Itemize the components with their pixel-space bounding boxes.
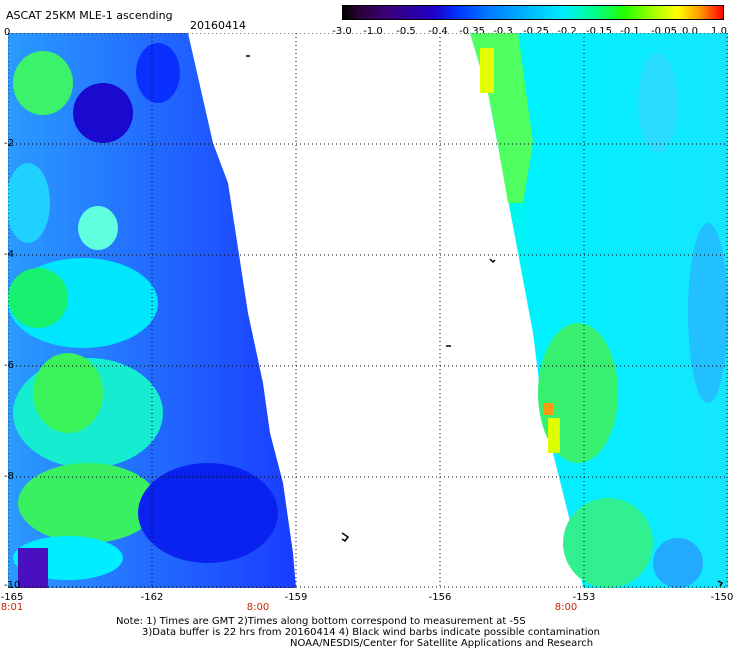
lat-label: -10 — [4, 580, 21, 591]
colorbar-tick: -0.05 — [651, 26, 677, 37]
lon-label: -162 — [140, 592, 164, 603]
colorbar-tick: -3.0 — [332, 26, 352, 37]
data-patch — [18, 548, 48, 588]
lat-label: -2 — [4, 138, 14, 149]
lat-label: -8 — [4, 471, 14, 482]
colorbar-tick: 0.0 — [682, 26, 698, 37]
colorbar-tick: 1.0 — [711, 26, 727, 37]
right-swath — [470, 33, 728, 588]
time-label: 8:00 — [246, 602, 270, 613]
colorbar-tick: -0.1 — [620, 26, 640, 37]
lat-label: -6 — [4, 360, 14, 371]
data-patch — [653, 538, 703, 588]
lon-label: -165 — [0, 592, 24, 603]
map-title: ASCAT 25KM MLE-1 ascending — [6, 9, 173, 22]
lat-label: -4 — [4, 249, 14, 260]
colorbar-tick: -0.35 — [459, 26, 485, 37]
colorbar-tick: -1.0 — [363, 26, 383, 37]
wind-barb — [341, 532, 350, 543]
wind-barbs — [246, 55, 724, 587]
map-grid — [8, 33, 728, 588]
data-patch — [563, 498, 653, 588]
lon-label: -150 — [710, 592, 734, 603]
data-patch — [78, 206, 118, 250]
footer-note-2: 3)Data buffer is 22 hrs from 20160414 4)… — [142, 627, 600, 638]
colorbar-tick: -0.3 — [493, 26, 513, 37]
left-swath — [8, 33, 296, 588]
data-patch — [544, 403, 554, 415]
color-scale-bar — [342, 5, 724, 20]
footer-note-1: Note: 1) Times are GMT 2)Times along bot… — [116, 616, 526, 627]
wind-barb — [489, 258, 496, 264]
footer-credit: NOAA/NESDIS/Center for Satellite Applica… — [290, 638, 594, 649]
data-patch — [18, 463, 158, 543]
lon-label: -156 — [428, 592, 452, 603]
data-patch — [480, 48, 494, 93]
data-patch — [638, 53, 678, 153]
wind-barb — [717, 580, 724, 587]
colorbar-tick: -0.2 — [557, 26, 577, 37]
data-patch — [13, 51, 73, 115]
colorbar-tick: -0.25 — [523, 26, 549, 37]
time-label: 8:00 — [554, 602, 578, 613]
data-patch — [688, 223, 728, 403]
lat-label: 0 — [4, 27, 11, 38]
lon-label: -159 — [284, 592, 308, 603]
time-label: 8:01 — [0, 602, 24, 613]
colorbar-tick: -0.5 — [396, 26, 416, 37]
data-patch — [136, 43, 180, 103]
data-patch — [8, 163, 50, 243]
map-date: 20160414 — [190, 19, 246, 32]
data-patch — [138, 463, 278, 563]
colorbar-tick: -0.4 — [428, 26, 448, 37]
data-patch — [33, 353, 103, 433]
colorbar-tick: -0.15 — [586, 26, 612, 37]
data-patch — [548, 418, 560, 453]
data-patch — [73, 83, 133, 143]
data-patch — [8, 268, 68, 328]
wind-map — [8, 33, 728, 588]
lon-label: -153 — [572, 592, 596, 603]
